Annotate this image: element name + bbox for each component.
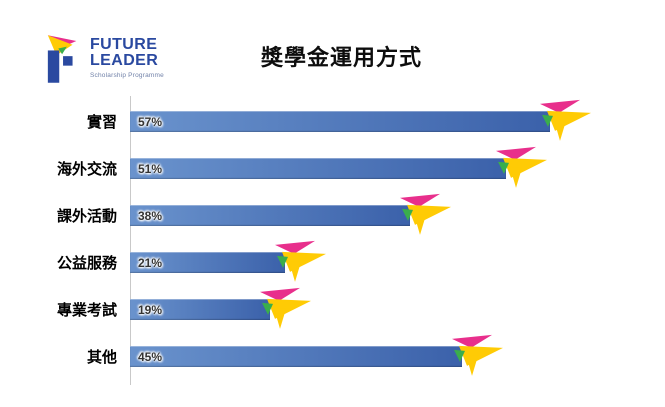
bar-track: 45% [130, 334, 572, 376]
paper-plane-icon [274, 240, 326, 282]
bar: 51% [130, 146, 547, 188]
paper-plane-icon [399, 193, 451, 235]
chart-row: 其他 45% [0, 333, 665, 380]
bar-track: 57% [130, 99, 591, 141]
category-label: 公益服務 [56, 255, 117, 272]
brand-subtitle: Scholarship Programme [90, 71, 164, 79]
paper-plane-icon [259, 287, 311, 329]
bar: 38% [130, 193, 451, 235]
bar: 21% [130, 240, 326, 282]
bar-track: 21% [130, 240, 572, 282]
paper-plane-icon [495, 146, 547, 188]
bar-value-label: 57% [138, 114, 163, 129]
brand-title-line1: FUTURE [90, 36, 158, 53]
category-label: 其他 [86, 349, 117, 366]
category-label: 課外活動 [56, 208, 117, 225]
bar: 19% [130, 287, 311, 329]
bar-track: 51% [130, 146, 572, 188]
brand-title-line2: LEADER [90, 52, 159, 70]
chart-row: 海外交流 51% [0, 145, 665, 192]
chart-row: 課外活動 38% [0, 192, 665, 239]
category-label: 實習 [86, 114, 117, 131]
chart-row: 公益服務 21% [0, 239, 665, 286]
chart-rows: 實習 57% 海外交流 51% [0, 98, 665, 380]
chart-title: 獎學金運用方式 [260, 45, 422, 70]
bar-value-label: 51% [138, 161, 163, 176]
y-axis-line [130, 96, 131, 385]
brand-text: FUTURE LEADER Scholarship Programme [90, 33, 164, 79]
bar-value-label: 21% [138, 255, 163, 270]
category-label: 海外交流 [56, 161, 117, 178]
bar-track: 38% [130, 193, 572, 235]
category-label: 專業考試 [56, 302, 117, 319]
paper-plane-icon [539, 99, 591, 141]
paper-plane-icon [451, 334, 503, 376]
brand-logo: FUTURE LEADER Scholarship Programme [45, 33, 164, 85]
bar-value-label: 45% [138, 349, 163, 364]
bar: 45% [130, 334, 503, 376]
chart-row: 實習 57% [0, 98, 665, 145]
chart-row: 專業考試 19% [0, 286, 665, 333]
bar-track: 19% [130, 287, 572, 329]
paper-plane-f-logo-icon [47, 35, 77, 83]
bar: 57% [130, 99, 591, 141]
bar-value-label: 38% [138, 208, 163, 223]
bar-value-label: 19% [138, 302, 163, 317]
